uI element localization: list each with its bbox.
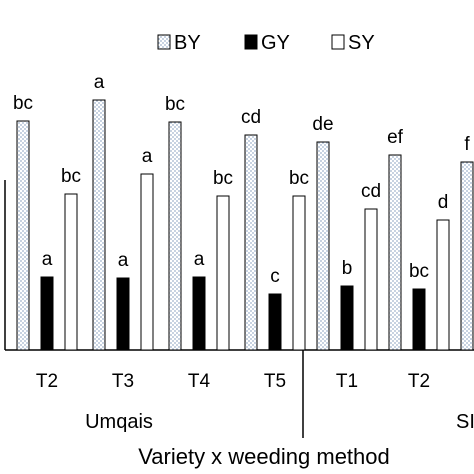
bar-gy-2 — [116, 277, 130, 351]
bar-label-gy-1: a — [42, 249, 53, 270]
bar-label-gy-2: a — [118, 250, 129, 271]
x-tick-label-3: T4 — [188, 371, 211, 392]
bar-label-gy-4: c — [270, 266, 280, 287]
bar-gy-5 — [340, 285, 354, 351]
bar-label-by-4: cd — [241, 107, 261, 128]
x-axis-title: Variety x weeding method — [138, 444, 390, 469]
bar-labels: bc a bc cd de ef f a a a c b bc bc a bc bc cd d — [13, 72, 470, 287]
bar-label-by-7: f — [464, 134, 470, 155]
x-tick-label-2: T3 — [112, 371, 134, 392]
bar-label-sy-1: bc — [61, 166, 81, 187]
legend-label-sy: SY — [348, 32, 375, 54]
bar-sy-2 — [140, 173, 154, 351]
bar-sy-3 — [216, 195, 230, 351]
bar-sy-6 — [436, 219, 450, 351]
bar-label-sy-4: bc — [289, 168, 309, 189]
bar-by-6 — [388, 154, 402, 351]
group-label-umqais: Umqais — [85, 411, 153, 433]
bar-label-by-3: bc — [165, 94, 185, 115]
bar-label-sy-2: a — [142, 146, 153, 167]
bar-by-2 — [92, 99, 106, 351]
bar-label-by-5: de — [312, 114, 333, 135]
bar-label-gy-5: b — [342, 258, 353, 279]
x-tick-label-4: T5 — [264, 371, 286, 392]
bar-sy-1 — [64, 193, 78, 351]
bar-by-1 — [16, 120, 30, 351]
bar-label-gy-3: a — [194, 249, 205, 270]
bar-gy-6 — [412, 288, 426, 351]
bar-gy-3 — [192, 276, 206, 351]
legend: BY GY SY — [157, 32, 375, 54]
bar-by-5 — [316, 141, 330, 351]
bar-by-3 — [168, 121, 182, 351]
group-label-si: SI — [456, 411, 474, 433]
legend-label-gy: GY — [261, 32, 290, 54]
legend-label-by: BY — [174, 32, 201, 54]
bar-label-sy-6: d — [438, 192, 449, 213]
bar-sy-5 — [364, 208, 378, 351]
bars — [16, 99, 474, 351]
x-tick-label-5: T1 — [336, 371, 358, 392]
bar-sy-4 — [292, 195, 306, 351]
bar-label-by-2: a — [94, 72, 105, 93]
bar-label-sy-3: bc — [213, 168, 233, 189]
bar-label-by-1: bc — [13, 93, 33, 114]
bar-gy-4 — [268, 293, 282, 351]
x-tick-label-6: T2 — [408, 371, 430, 392]
x-ticks: T2 T3 T4 T5 T1 T2 — [36, 371, 430, 392]
bar-label-gy-6: bc — [409, 261, 429, 282]
x-tick-label-1: T2 — [36, 371, 58, 392]
bar-label-sy-5: cd — [361, 181, 381, 202]
bar-by-4 — [244, 134, 258, 351]
bar-by-7 — [460, 161, 474, 351]
legend-swatch-gy — [244, 34, 258, 50]
legend-swatch-sy — [331, 34, 345, 50]
bar-label-by-6: ef — [387, 127, 404, 148]
legend-swatch-by — [157, 34, 171, 50]
bar-gy-1 — [40, 276, 54, 351]
